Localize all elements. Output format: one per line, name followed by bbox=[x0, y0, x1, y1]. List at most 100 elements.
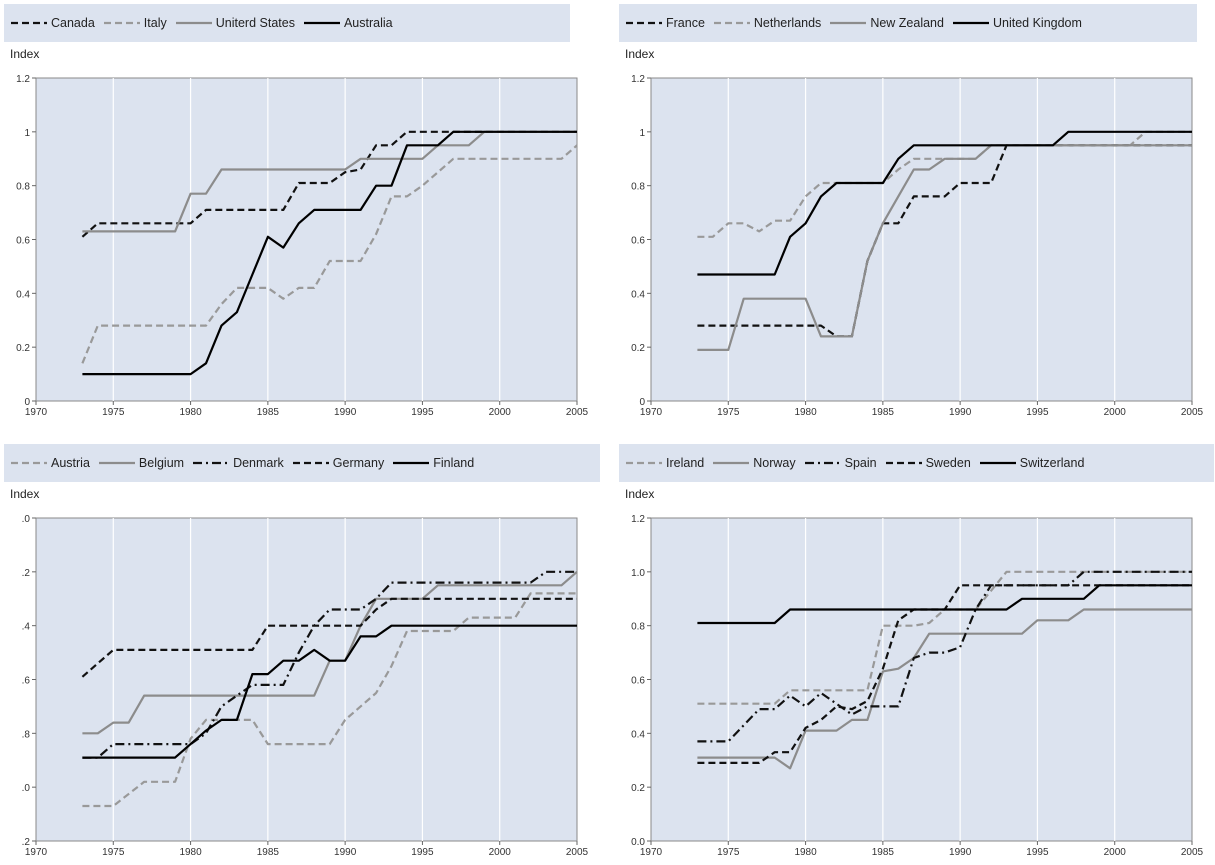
x-tick-label: 1995 bbox=[411, 847, 434, 858]
series-line bbox=[81, 144, 578, 364]
legend-item: Germany bbox=[292, 456, 384, 470]
series-line bbox=[697, 130, 1192, 276]
legend-label: United Kingdom bbox=[992, 16, 1082, 30]
y-tick-label: 0.8 bbox=[631, 622, 645, 633]
y-tick-label: 0.2 bbox=[631, 343, 645, 354]
y-tick-label: 0 bbox=[24, 397, 30, 408]
x-tick-label: 1990 bbox=[949, 407, 972, 418]
legend-item: Finland bbox=[392, 456, 474, 470]
legend-swatch bbox=[103, 21, 140, 25]
legend-item: Spain bbox=[804, 456, 877, 470]
legend-swatch bbox=[713, 461, 750, 465]
x-tick-label: 2000 bbox=[489, 847, 512, 858]
y-tick-label: 1 bbox=[24, 128, 30, 139]
y-tick-label: 0.0 bbox=[631, 837, 645, 848]
x-tick-label: 1975 bbox=[717, 847, 740, 858]
y-axis-title: Index bbox=[10, 47, 40, 61]
x-tick-label: 1985 bbox=[872, 407, 895, 418]
chart-legend: Ireland Norway Spain Sweden Switzerland bbox=[619, 444, 1214, 482]
y-tick-label: 1.2 bbox=[631, 74, 645, 85]
legend-swatch bbox=[804, 461, 841, 465]
x-tick-label: 1995 bbox=[411, 407, 434, 418]
legend-label: France bbox=[666, 16, 705, 30]
legend-swatch bbox=[11, 21, 47, 25]
plot-area: 1970 1975 1980 1985 1990 1995 2000 2005 0 0.2 0.4 0… bbox=[16, 74, 588, 418]
legend-label: Canada bbox=[51, 16, 95, 30]
plot-background bbox=[650, 517, 1193, 842]
y-tick-label: 0 bbox=[639, 397, 645, 408]
legend-item: Austria bbox=[10, 456, 90, 470]
y-tick-label: .8 bbox=[22, 729, 31, 740]
x-tick-label: 1990 bbox=[949, 847, 972, 858]
plot-area: 1970 1975 1980 1985 1990 1995 2000 2005 0 0.2 0.4 0… bbox=[631, 74, 1204, 418]
y-tick-label: 0.6 bbox=[631, 236, 645, 247]
chart-panel-top-right: France Netherlands New Zealand United Kingd… bbox=[615, 0, 1215, 425]
series-line bbox=[82, 130, 577, 376]
series-line bbox=[82, 624, 577, 759]
series-line bbox=[697, 570, 1192, 705]
y-tick-label: 1 bbox=[639, 128, 645, 139]
series-line bbox=[81, 597, 577, 678]
x-tick-label: 1985 bbox=[872, 847, 895, 858]
chart-panel-bottom-right: Ireland Norway Spain Sweden Switzerland Index… bbox=[615, 440, 1215, 865]
y-tick-label: .2 bbox=[22, 568, 31, 579]
series-line bbox=[81, 130, 577, 238]
legend-label: Austria bbox=[51, 456, 90, 470]
y-tick-label: 0.6 bbox=[631, 676, 645, 687]
legend-swatch bbox=[303, 21, 340, 25]
x-tick-label: 2000 bbox=[1104, 407, 1127, 418]
legend-label: Norway bbox=[753, 456, 796, 470]
legend-label: Germany bbox=[332, 456, 385, 470]
legend-item: New Zealand bbox=[829, 16, 944, 30]
y-tick-label: 0.2 bbox=[16, 343, 30, 354]
legend-swatch bbox=[952, 21, 989, 25]
x-tick-label: 1980 bbox=[794, 407, 817, 418]
legend-swatch bbox=[11, 461, 47, 465]
chart-panel-bottom-left: Austria Belgium Denmark Germany Finland Index… bbox=[0, 440, 600, 865]
x-tick-label: 1985 bbox=[257, 847, 280, 858]
legend-swatch bbox=[713, 21, 750, 25]
plot-area: 1970 1975 1980 1985 1990 1995 2000 2005 0.0 0.2 0.… bbox=[631, 514, 1203, 858]
x-tick-label: 2005 bbox=[566, 847, 589, 858]
x-tick-label: 1985 bbox=[257, 407, 280, 418]
legend-item: France bbox=[625, 16, 705, 30]
plot-area: 1970 1975 1980 1985 1990 1995 2000 2005 .2 .0 .8 .6… bbox=[22, 514, 589, 858]
y-tick-label: .0 bbox=[22, 783, 31, 794]
x-tick-label: 2000 bbox=[489, 407, 512, 418]
chart-legend: France Netherlands New Zealand United Kingd… bbox=[619, 4, 1197, 42]
y-tick-label: 1.2 bbox=[16, 74, 30, 85]
series-line bbox=[697, 584, 1192, 625]
x-tick-label: 1995 bbox=[1026, 847, 1049, 858]
x-tick-label: 1995 bbox=[1026, 407, 1049, 418]
chart-panel-top-left: Canada Italy Uniterd States Australia Index 1… bbox=[0, 0, 600, 425]
x-tick-label: 1980 bbox=[179, 847, 202, 858]
legend-item: Australia bbox=[303, 16, 393, 30]
legend-label: Spain bbox=[844, 456, 877, 470]
plot-background bbox=[35, 77, 578, 402]
legend-swatch bbox=[393, 461, 430, 465]
chart-legend: Austria Belgium Denmark Germany Finland bbox=[4, 444, 600, 482]
x-tick-label: 1970 bbox=[25, 407, 48, 418]
legend-label: New Zealand bbox=[870, 16, 944, 30]
legend-label: Sweden bbox=[925, 456, 971, 470]
legend-swatch bbox=[98, 461, 135, 465]
y-tick-label: 0.4 bbox=[631, 289, 645, 300]
y-tick-label: 0.8 bbox=[16, 182, 30, 193]
y-tick-label: .6 bbox=[22, 676, 31, 687]
legend-label: Australia bbox=[343, 16, 393, 30]
legend-label: Switzerland bbox=[1019, 456, 1085, 470]
y-tick-label: 1.2 bbox=[631, 514, 645, 525]
x-tick-label: 1970 bbox=[25, 847, 48, 858]
x-tick-label: 2005 bbox=[1181, 407, 1204, 418]
chart-legend: Canada Italy Uniterd States Australia bbox=[4, 4, 570, 42]
x-tick-label: 1975 bbox=[102, 847, 125, 858]
x-tick-label: 1970 bbox=[640, 847, 663, 858]
legend-label: Ireland bbox=[666, 456, 705, 470]
y-axis-title: Index bbox=[625, 487, 655, 501]
legend-item: Belgium bbox=[98, 456, 184, 470]
legend-item: Norway bbox=[712, 456, 796, 470]
legend-item: Canada bbox=[10, 16, 95, 30]
x-tick-label: 1970 bbox=[640, 407, 663, 418]
y-tick-label: 0.4 bbox=[631, 729, 645, 740]
series-line bbox=[697, 144, 1192, 351]
